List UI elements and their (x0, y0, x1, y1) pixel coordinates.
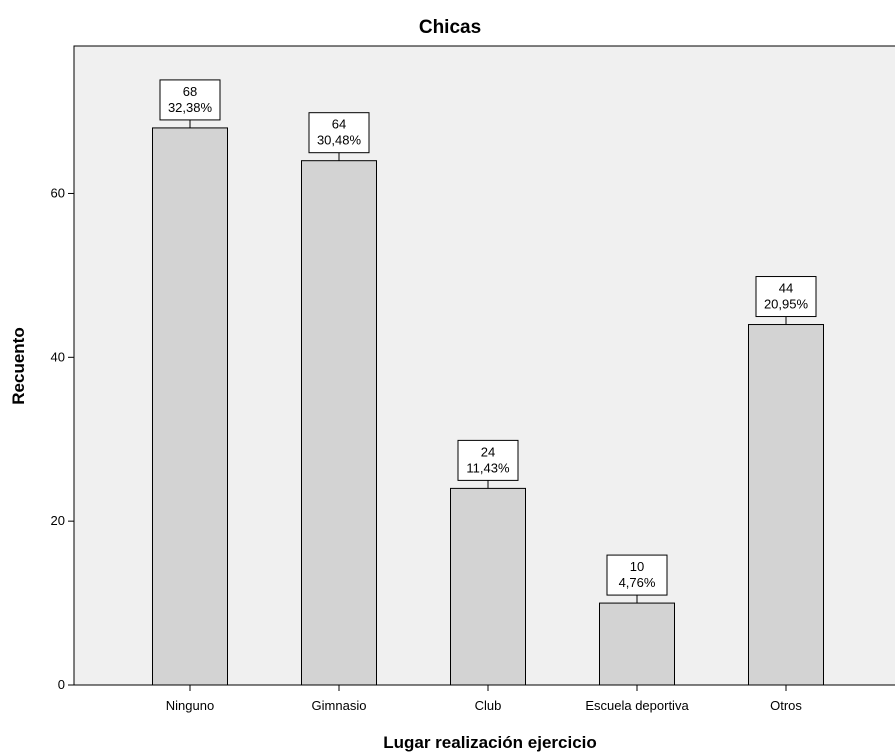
y-tick-label: 40 (51, 349, 65, 364)
y-tick-label: 20 (51, 513, 65, 528)
category-label: Ninguno (166, 698, 214, 713)
category-label: Escuela deportiva (585, 698, 689, 713)
category-label: Otros (770, 698, 802, 713)
chart-title: Chicas (419, 17, 481, 38)
x-axis-title: Lugar realización ejercicio (383, 733, 597, 752)
data-label-percent: 11,43% (466, 460, 510, 475)
bar (301, 160, 377, 686)
category-label: Club (475, 698, 502, 713)
data-label-box (457, 439, 519, 481)
data-label-box (606, 554, 668, 596)
category-label: Gimnasio (312, 698, 367, 713)
data-label-box (755, 276, 817, 318)
data-label-count: 64 (332, 117, 346, 132)
data-label-percent: 20,95% (764, 297, 809, 312)
bar (450, 487, 526, 686)
data-label-count: 10 (630, 559, 644, 574)
data-label-box (159, 79, 221, 121)
bar (748, 324, 824, 686)
data-label-percent: 4,76% (619, 575, 656, 590)
bar (599, 602, 675, 686)
bar (152, 127, 228, 686)
data-label-percent: 30,48% (317, 133, 362, 148)
data-label-percent: 32,38% (168, 100, 213, 115)
data-label-box (308, 112, 370, 154)
y-tick-label: 60 (51, 185, 65, 200)
data-label-count: 24 (481, 444, 495, 459)
data-label-count: 44 (779, 281, 793, 296)
data-label-count: 68 (183, 84, 197, 99)
y-tick-label: 0 (58, 677, 65, 692)
y-axis-title: Recuento (9, 327, 28, 404)
